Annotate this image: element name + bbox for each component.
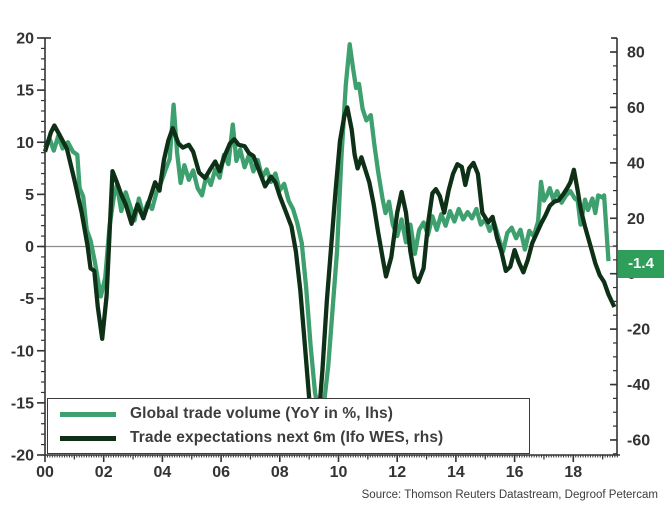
source-text: Source: Thomson Reuters Datastream, Degr… xyxy=(361,489,658,501)
left-axis-label: -15 xyxy=(11,395,34,412)
left-axis-label: 5 xyxy=(25,187,34,204)
left-axis-label: 0 xyxy=(25,239,34,256)
x-axis-label: 16 xyxy=(506,464,524,481)
last-value-badge: -1.4 xyxy=(618,250,664,278)
right-axis-label: 20 xyxy=(627,211,645,228)
x-axis-label: 06 xyxy=(212,464,230,481)
left-axis-label: 10 xyxy=(16,135,34,152)
left-axis-label: 20 xyxy=(16,31,34,48)
x-axis-label: 12 xyxy=(388,464,406,481)
legend-item-trade-expectations: Trade expectations next 6m (Ifo WES, rhs… xyxy=(60,429,529,447)
right-axis-label: 80 xyxy=(627,45,645,62)
right-axis-label: 60 xyxy=(627,100,645,117)
x-axis-label: 04 xyxy=(154,464,172,481)
legend: Global trade volume (YoY in %, lhs) Trad… xyxy=(47,398,530,454)
x-axis-label: 02 xyxy=(95,464,113,481)
right-axis-label: -60 xyxy=(627,432,650,449)
legend-swatch-trade-expectations xyxy=(60,435,116,441)
x-axis-label: 10 xyxy=(330,464,348,481)
series-line-trade-expectations xyxy=(42,105,617,448)
right-axis-label: 40 xyxy=(627,155,645,172)
x-axis-label: 18 xyxy=(564,464,582,481)
left-axis-label: -5 xyxy=(20,291,34,308)
right-axis-label: -20 xyxy=(627,322,650,339)
series-line-global-trade-volume xyxy=(43,42,611,419)
legend-swatch-global-trade-volume xyxy=(60,411,116,417)
legend-item-global-trade-volume: Global trade volume (YoY in %, lhs) xyxy=(60,405,529,423)
left-axis-label: -20 xyxy=(11,448,34,465)
legend-label-trade-expectations: Trade expectations next 6m (Ifo WES, rhs… xyxy=(130,429,444,446)
legend-label-global-trade-volume: Global trade volume (YoY in %, lhs) xyxy=(130,405,394,422)
left-axis-label: 15 xyxy=(16,83,34,100)
x-axis-label: 14 xyxy=(447,464,465,481)
left-axis-label: -10 xyxy=(11,343,34,360)
x-axis-label: 08 xyxy=(271,464,289,481)
x-axis-label: 00 xyxy=(36,464,54,481)
right-axis-label: -40 xyxy=(627,377,650,394)
